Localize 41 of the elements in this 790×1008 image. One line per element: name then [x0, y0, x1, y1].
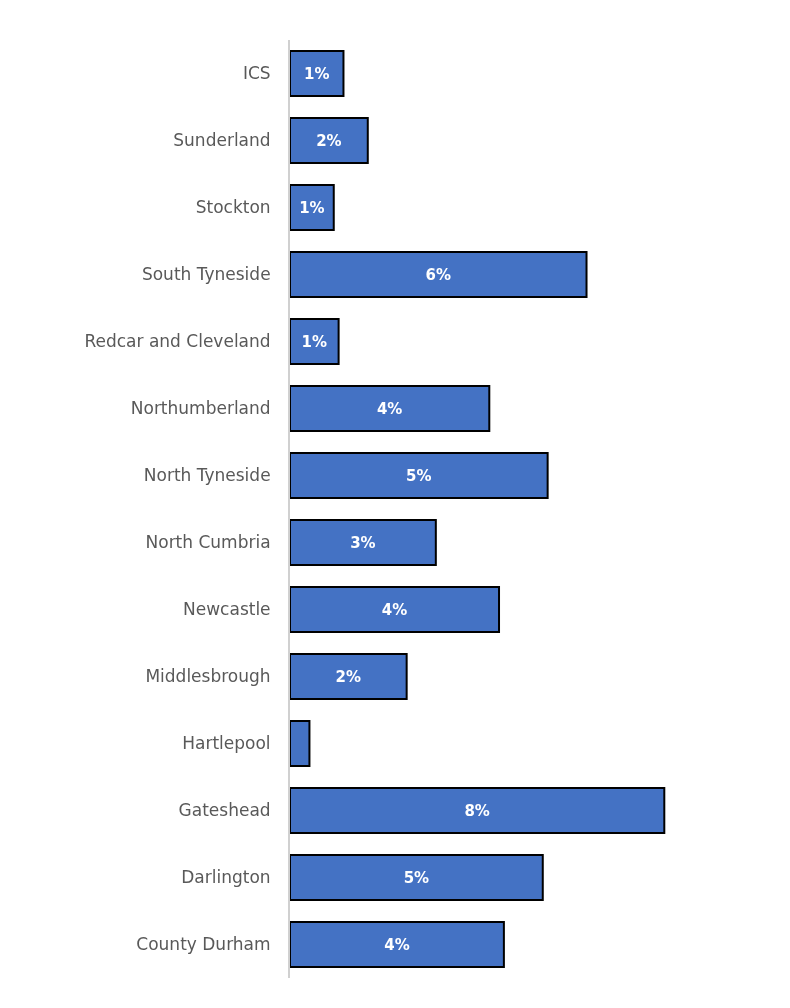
y-tick-label: Stockton	[195, 197, 271, 218]
y-tick-label: County Durham	[136, 934, 271, 955]
y-tick-label: Redcar and Cleveland	[84, 331, 271, 352]
data-label: 5%	[403, 868, 430, 887]
bar	[290, 117, 369, 164]
y-tick-label: Newcastle	[183, 599, 271, 620]
y-tick-label: ICS	[242, 63, 271, 84]
data-label: 1%	[304, 64, 330, 83]
data-label: 1%	[301, 332, 328, 351]
bar	[290, 787, 666, 834]
data-label: 2%	[335, 667, 362, 686]
bar	[290, 921, 505, 968]
data-label: 4%	[376, 399, 403, 418]
bar	[290, 50, 345, 97]
y-tick-label: Darlington	[181, 867, 271, 888]
data-label: 6%	[425, 265, 451, 284]
y-tick-label: North Tyneside	[143, 465, 271, 486]
bar	[290, 653, 408, 700]
bar	[290, 385, 491, 432]
data-label: 1%	[299, 198, 325, 217]
bar	[290, 586, 501, 633]
y-tick-label: Hartlepool	[182, 733, 271, 754]
y-tick-label: Sunderland	[173, 130, 271, 151]
bar	[290, 720, 311, 767]
y-tick-label: Northumberland	[130, 398, 271, 419]
bar	[290, 184, 335, 231]
data-label: 2%	[316, 131, 342, 150]
data-label: 3%	[350, 533, 376, 552]
y-tick-label: Middlesbrough	[145, 666, 271, 687]
y-tick-label: South Tyneside	[141, 264, 271, 285]
data-label: 4%	[381, 600, 408, 619]
bar	[290, 452, 549, 499]
y-tick-label: North Cumbria	[145, 532, 271, 553]
bar	[290, 854, 544, 901]
bar	[290, 318, 340, 365]
y-tick-label: Gateshead	[178, 800, 271, 821]
data-label: 5%	[406, 466, 432, 485]
data-label: 8%	[464, 801, 490, 820]
bar	[290, 251, 588, 298]
bar	[290, 519, 437, 566]
data-label: 4%	[384, 935, 410, 954]
